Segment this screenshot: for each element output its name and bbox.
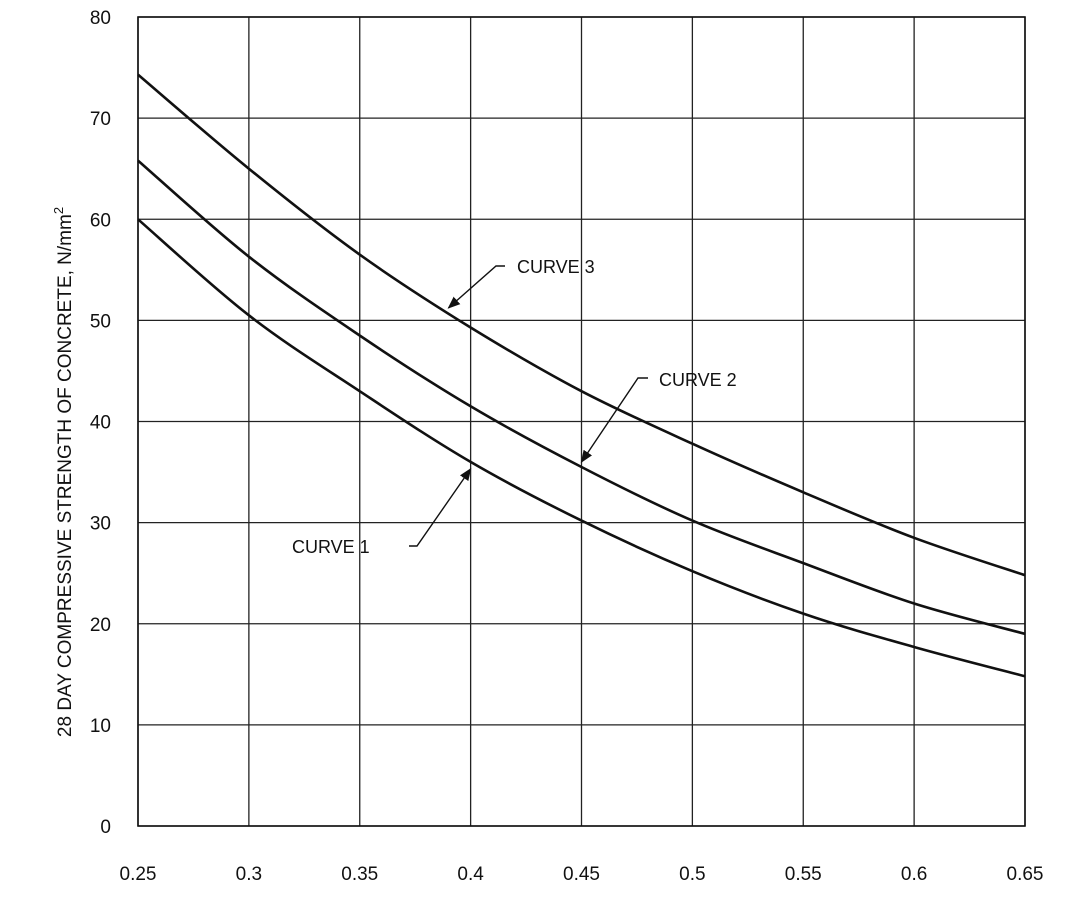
y-tick-label: 10 [90,716,111,737]
y-tick-label: 80 [90,8,111,29]
y-tick-label: 50 [90,311,111,332]
y-tick-label: 40 [90,413,111,434]
x-tick-label: 0.3 [236,864,262,885]
series-layer [137,73,1026,678]
annotation-arrow [409,467,472,547]
grid [137,16,1026,827]
series-line-curve-2 [137,159,1026,636]
x-tick-label: 0.5 [679,864,705,885]
y-tick-label: 20 [90,615,111,636]
x-tick-label: 0.35 [341,864,378,885]
tick-labels: 0.25 0.3 0.35 0.4 0.45 0.5 0.55 0.6 0.65 0 10 20 30 4… [90,8,1044,885]
y-axis-label-superscript: 2 [51,207,66,214]
x-tick-label: 0.65 [1007,864,1044,885]
y-axis-label-text: 28 DAY COMPRESSIVE STRENGTH OF CONCRETE,… [55,214,76,737]
y-tick-label: 70 [90,109,111,130]
plot-frame [137,16,1026,827]
y-tick-label: 30 [90,514,111,535]
annotation-label: CURVE 1 [292,537,370,557]
annotation-arrow [580,377,648,464]
x-tick-label: 0.55 [785,864,822,885]
annotation-arrow [447,265,505,309]
annotations: CURVE 3 CURVE 2 CURVE 1 [292,257,737,557]
x-tick-label: 0.25 [120,864,157,885]
annotation-label: CURVE 3 [517,257,595,277]
series-line-curve-3 [137,73,1026,577]
y-axis-label: 28 DAY COMPRESSIVE STRENGTH OF CONCRETE,… [51,207,76,737]
x-tick-label: 0.45 [563,864,600,885]
y-tick-label: 0 [100,817,111,838]
series-line-curve-1 [137,218,1026,678]
x-tick-label: 0.6 [901,864,927,885]
annotation-label: CURVE 2 [659,370,737,390]
y-tick-label: 60 [90,210,111,231]
x-tick-label: 0.4 [457,864,484,885]
